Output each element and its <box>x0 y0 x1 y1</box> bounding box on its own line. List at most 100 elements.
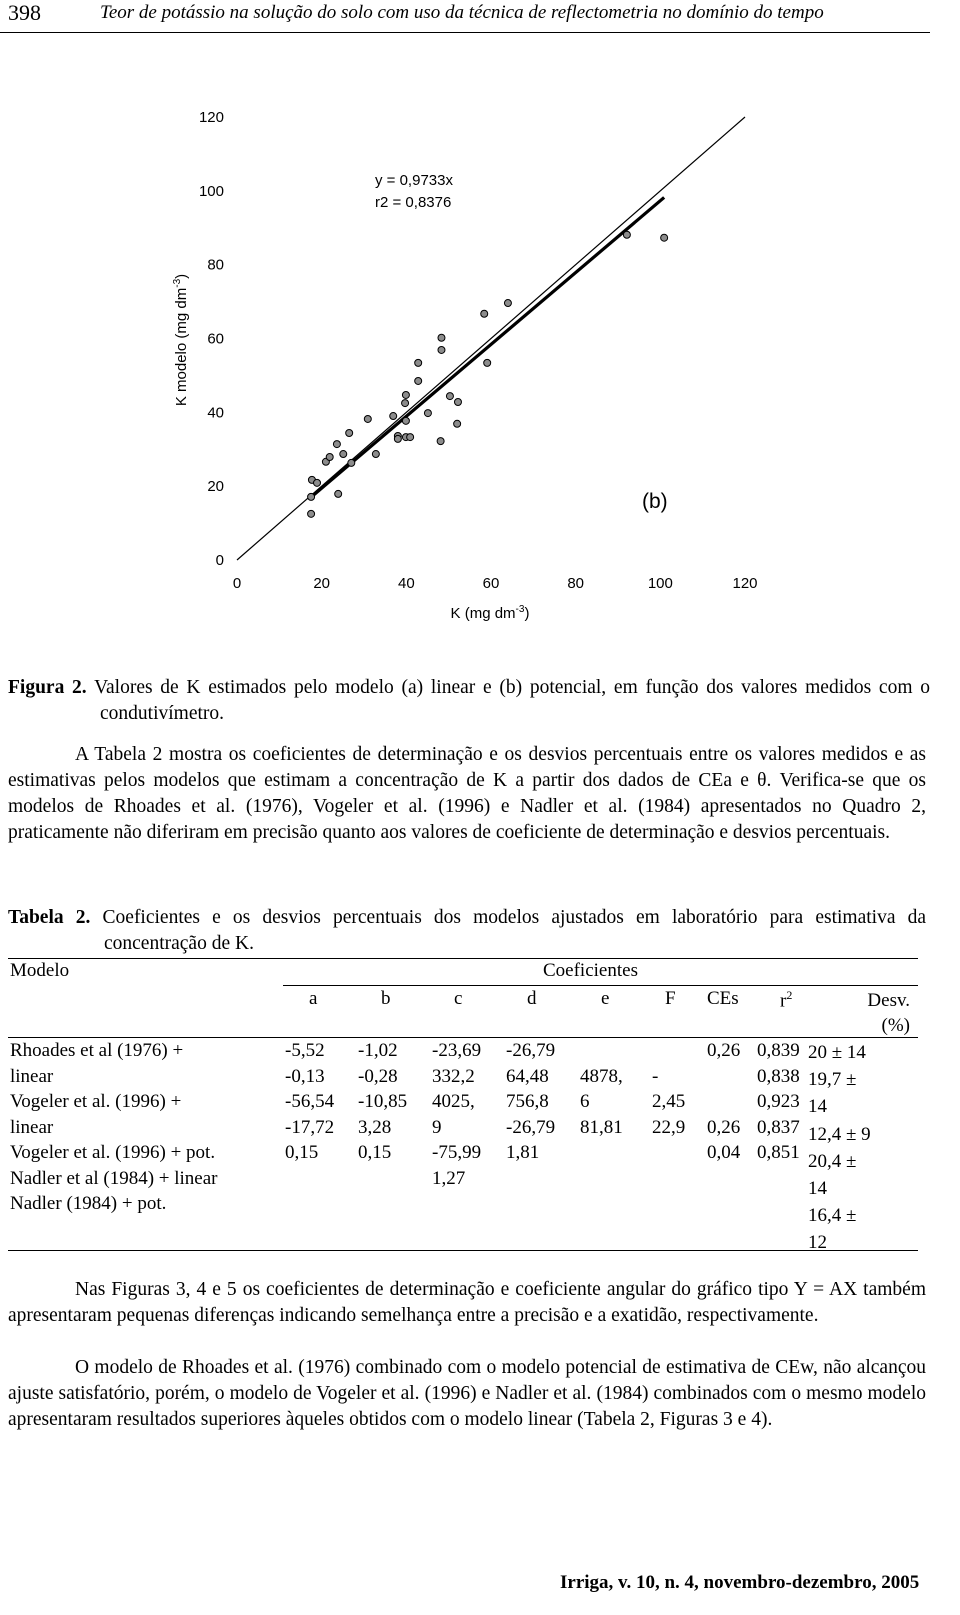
row-label: Rhoades et al (1976) + <box>10 1040 184 1061</box>
y-tick-label: 80 <box>207 257 224 274</box>
column-header: a <box>309 988 318 1009</box>
table-rule <box>8 958 918 959</box>
table-cell: -10,85 <box>358 1091 408 1112</box>
table-cell: -23,69 <box>432 1040 482 1061</box>
table: Modelo Coeficientes a b c d e F CEs r2 Desv. (%)… <box>0 958 960 1258</box>
caption-text: Valores de K estimados pelo modelo (a) l… <box>94 677 930 724</box>
table-caption: Tabela 2. Coeficientes e os desvios perc… <box>8 905 926 957</box>
data-point <box>437 333 446 342</box>
y-tick-label: 60 <box>207 331 224 348</box>
table-cell: -56,54 <box>285 1091 335 1112</box>
data-point <box>334 489 343 498</box>
table-cell: -5,52 <box>285 1040 325 1061</box>
data-point <box>332 440 341 449</box>
y-tick-label: 120 <box>199 109 224 126</box>
data-point <box>363 414 372 423</box>
table-cell: 20,4 ± <box>808 1150 857 1172</box>
data-point <box>401 390 410 399</box>
data-point <box>453 419 462 428</box>
column-header-sup: 2 <box>786 988 793 1002</box>
table-rule <box>8 1250 918 1251</box>
x-tick-label: 60 <box>483 575 500 592</box>
table-cell: -1,02 <box>358 1040 398 1061</box>
data-point <box>445 392 454 401</box>
data-point <box>313 478 322 487</box>
fit-equation: y = 0,9733x <box>375 172 453 189</box>
data-point <box>371 450 380 459</box>
column-header: e <box>601 988 610 1009</box>
table-cell: 0,15 <box>358 1142 392 1163</box>
page-number: 398 <box>8 0 41 25</box>
table-cell: 4025, <box>432 1091 475 1112</box>
row-label: linear <box>10 1065 54 1087</box>
table-cell: 1,81 <box>506 1142 540 1163</box>
chart: y = 0,9733x r2 = 0,8376 (b) K (mg dm-3) … <box>172 109 758 622</box>
data-point <box>401 416 410 425</box>
table-cell: -0,28 <box>358 1065 398 1087</box>
paragraph: O modelo de Rhoades et al. (1976) combin… <box>8 1357 926 1430</box>
data-point <box>401 399 410 408</box>
table-cell: 22,9 <box>652 1116 686 1138</box>
table-cell: 19,7 ± <box>808 1069 857 1091</box>
running-title: Teor de potássio na solução do solo com … <box>100 2 824 23</box>
column-header: b <box>381 988 391 1009</box>
table-cell: 12 <box>808 1232 827 1254</box>
table-label: Tabela 2. <box>8 907 91 928</box>
table-cell: -0,13 <box>285 1065 325 1087</box>
column-header: d <box>527 988 537 1009</box>
table-cell: 0,837 <box>757 1116 800 1138</box>
x-axis-label: K (mg dm-3) <box>451 604 530 622</box>
table-cell: -17,72 <box>285 1116 335 1138</box>
y-tick-label: 20 <box>207 478 224 495</box>
paragraph: A Tabela 2 mostra os coeficientes de det… <box>8 744 926 843</box>
data-point <box>339 450 348 459</box>
data-point <box>325 453 334 462</box>
column-header: F <box>665 988 676 1009</box>
data-point <box>347 458 356 467</box>
table-cell: 9 <box>432 1116 442 1138</box>
x-tick-label: 40 <box>398 575 415 592</box>
table-cell: 0,839 <box>757 1040 800 1061</box>
column-header: Desv. (%) <box>867 990 910 1036</box>
data-point <box>307 509 316 518</box>
y-tick-label: 100 <box>199 183 224 200</box>
table-cell: 332,2 <box>432 1065 475 1087</box>
column-header: c <box>454 988 463 1009</box>
table-cell: 0,923 <box>757 1091 800 1112</box>
x-tick-label: 20 <box>313 575 330 592</box>
table-cell: -26,79 <box>506 1040 556 1061</box>
data-point <box>406 433 415 442</box>
model-header: Modelo <box>10 960 70 981</box>
table-cell: - <box>652 1065 659 1087</box>
table-rule <box>283 985 918 986</box>
table-cell: 16,4 ± <box>808 1205 857 1227</box>
table-cell: -26,79 <box>506 1116 556 1138</box>
header-rule <box>0 32 930 33</box>
table-cell: 64,48 <box>506 1065 549 1087</box>
row-label: Vogeler et al. (1996) + pot. <box>10 1142 216 1163</box>
table-cell: 20 ± 14 <box>808 1042 866 1063</box>
row-label: Vogeler et al. (1996) + <box>10 1091 182 1112</box>
data-point <box>307 492 316 501</box>
data-point <box>389 412 398 421</box>
data-point <box>453 397 462 406</box>
table-cell: 2,45 <box>652 1091 686 1112</box>
caption-label: Figura 2. <box>8 677 87 698</box>
data-point <box>622 230 631 239</box>
data-point <box>414 358 423 367</box>
table-cell: 0,26 <box>707 1116 741 1138</box>
x-tick-label: 80 <box>567 575 584 592</box>
group-header: Coeficientes <box>543 960 638 981</box>
paragraph: Nas Figuras 3, 4 e 5 os coeficientes de … <box>8 1279 926 1326</box>
row-label: Nadler et al (1984) + linear <box>10 1167 218 1189</box>
table-cell: 3,28 <box>358 1116 392 1138</box>
data-point <box>414 376 423 385</box>
row-label: Nadler (1984) + pot. <box>10 1193 167 1214</box>
table-cell: 1,27 <box>432 1167 466 1189</box>
y-tick-label: 40 <box>207 404 224 421</box>
data-point <box>393 434 402 443</box>
table-cell: 6 <box>580 1091 590 1112</box>
table-cell: 12,4 ± 9 <box>808 1123 871 1145</box>
y-tick-label: 0 <box>216 552 224 569</box>
